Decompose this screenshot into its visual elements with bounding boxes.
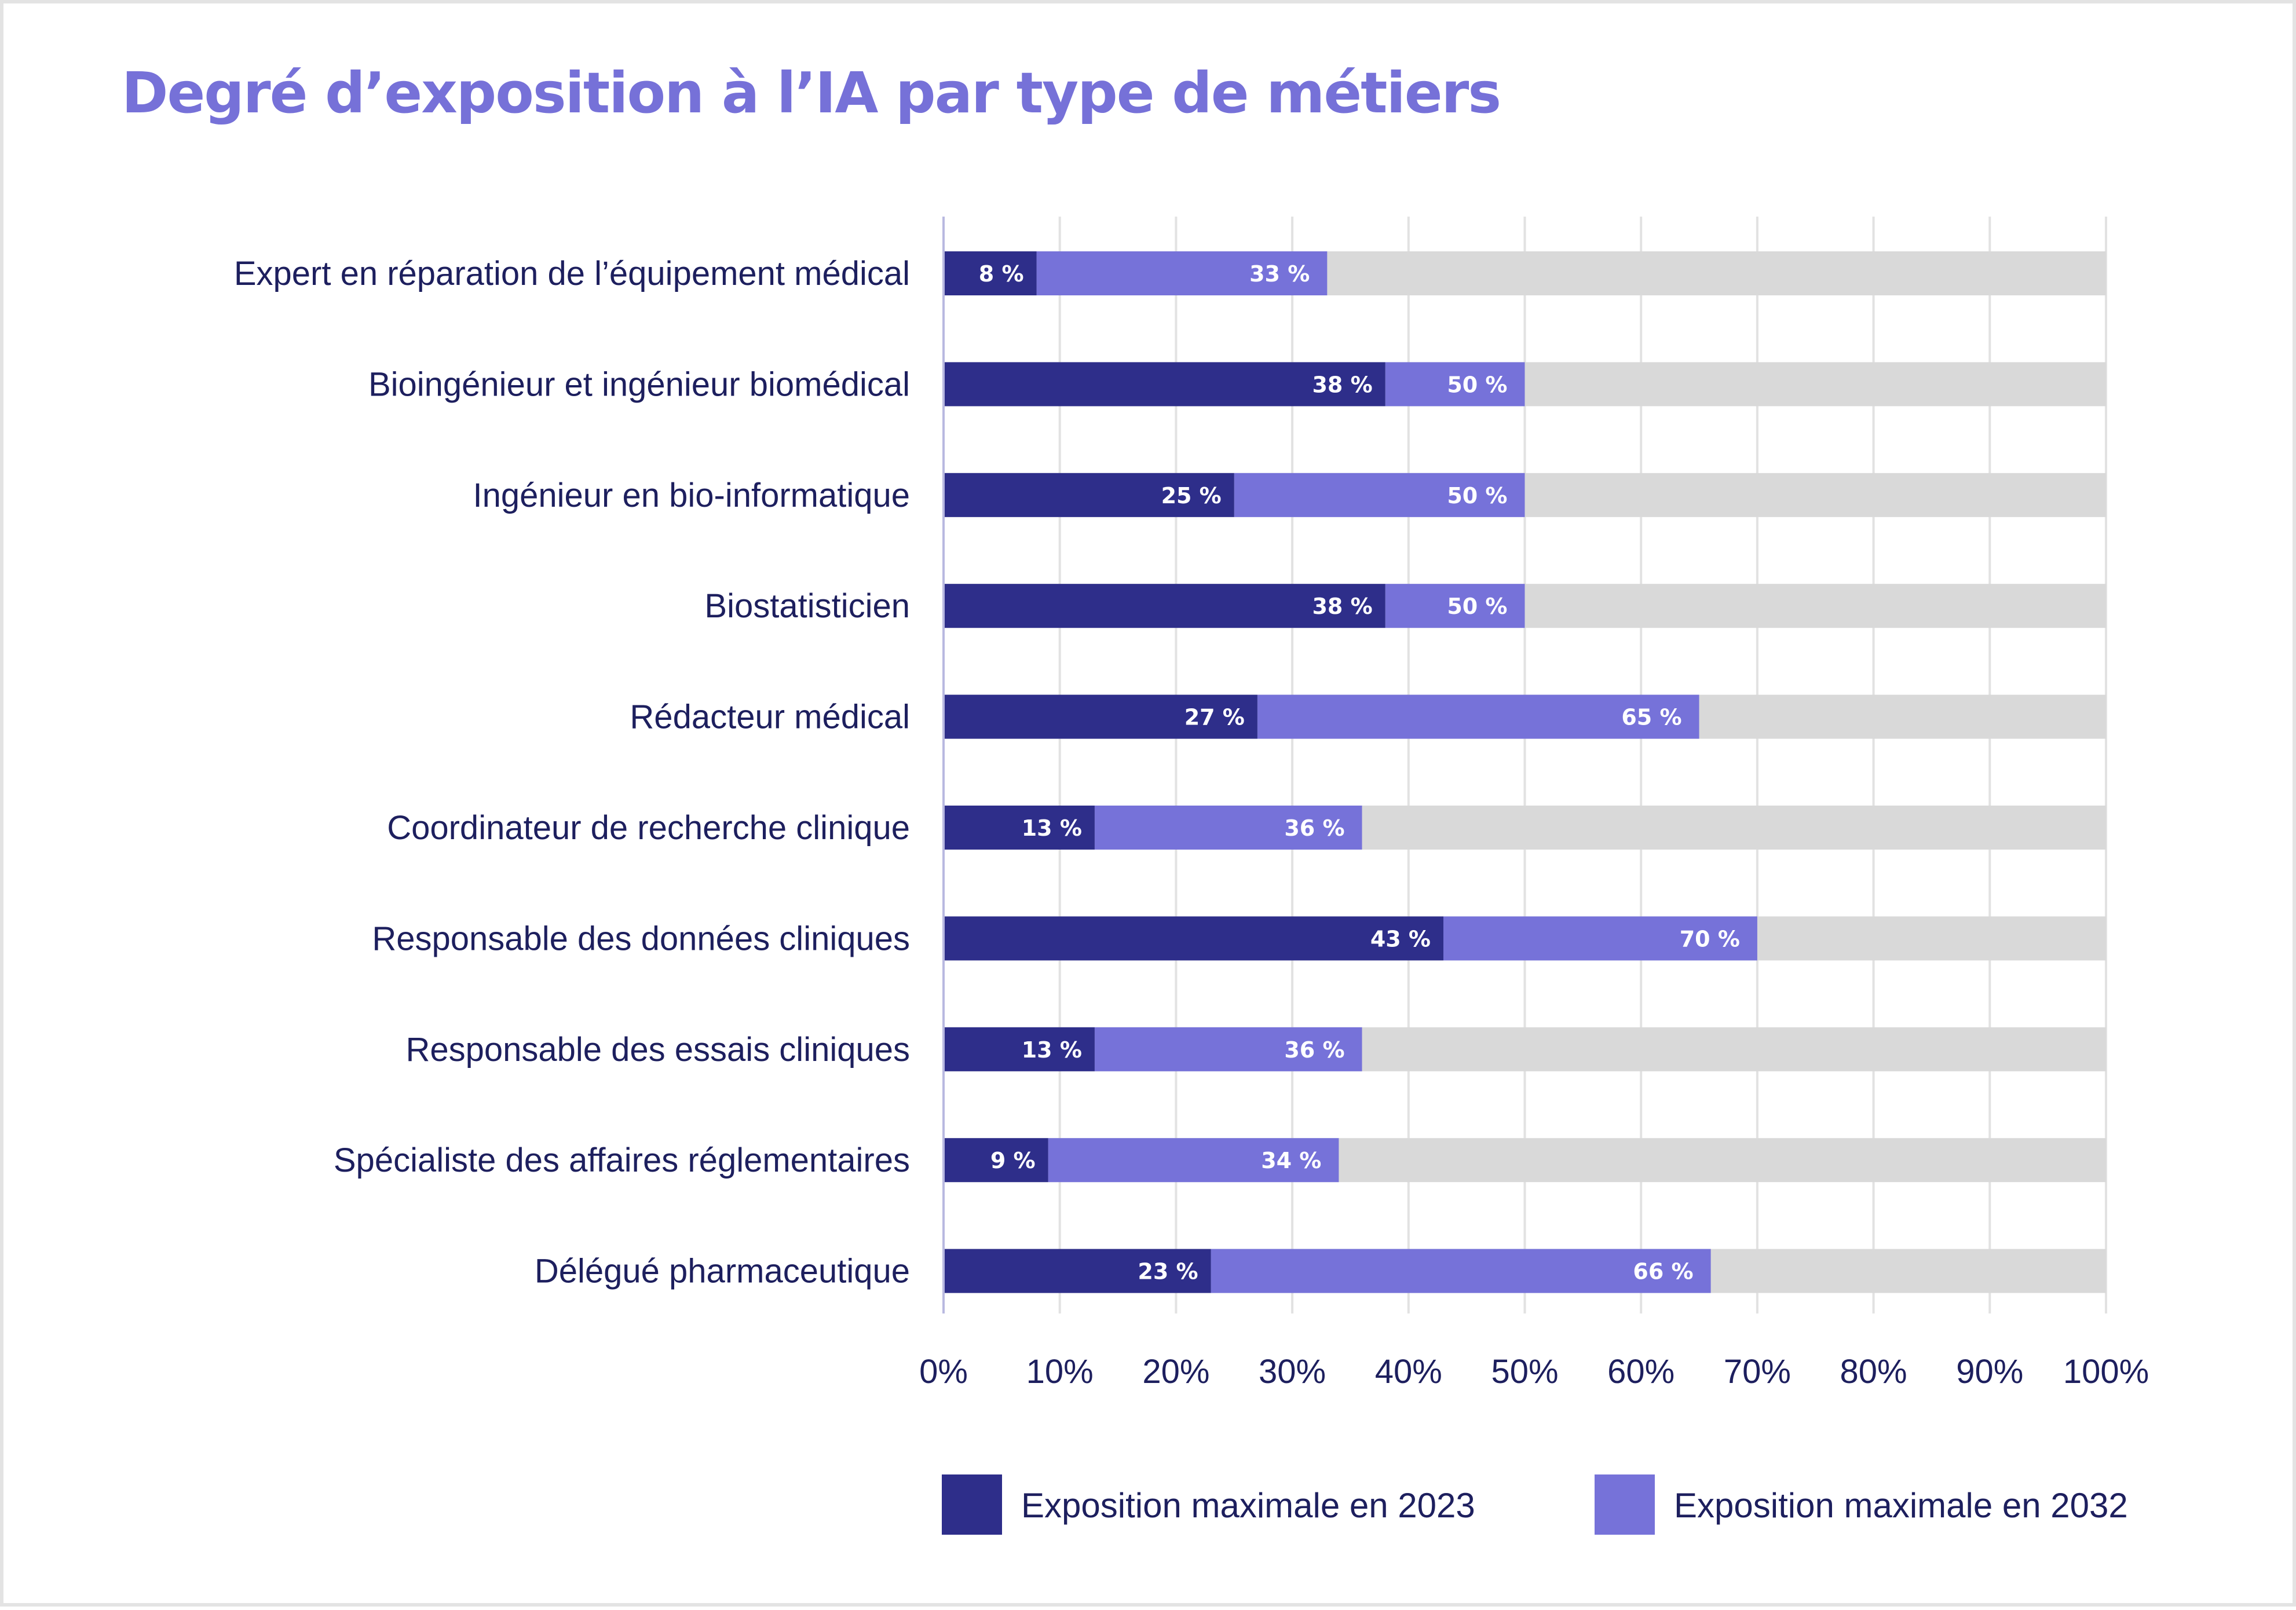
bar-2032-0 xyxy=(1036,251,1328,295)
bar-chart: 8 % 33 % 38 % 50 % 25 % 50 % 38 % 50 % 27 % 65 % 1… xyxy=(234,217,2149,1535)
x-tick-label-80: 80% xyxy=(1840,1353,1907,1391)
bar-label-2032-0: 33 % xyxy=(1249,261,1310,287)
x-tick-label-0: 0% xyxy=(919,1353,968,1391)
bar-2032-8 xyxy=(1048,1138,1339,1183)
bar-label-2023-4: 27 % xyxy=(1184,705,1245,730)
bar-2023-9 xyxy=(944,1249,1211,1293)
category-label-5: Coordinateur de recherche clinique xyxy=(387,809,910,847)
bar-label-2032-9: 66 % xyxy=(1633,1259,1693,1285)
x-tick-label-90: 90% xyxy=(1956,1353,2023,1391)
category-label-0: Expert en réparation de l’équipement méd… xyxy=(234,255,910,292)
category-label-2: Ingénieur en bio-informatique xyxy=(473,477,910,514)
bar-label-2032-4: 65 % xyxy=(1621,705,1681,730)
bar-2032-5 xyxy=(1094,806,1362,850)
bar-label-2032-6: 70 % xyxy=(1680,926,1740,952)
bar-2032-9 xyxy=(1211,1249,1711,1293)
x-tick-label-20: 20% xyxy=(1142,1353,1209,1391)
category-labels: Expert en réparation de l’équipement méd… xyxy=(234,255,910,1290)
x-tick-label-70: 70% xyxy=(1724,1353,1791,1391)
bar-2032-2 xyxy=(1234,473,1525,517)
category-label-8: Spécialiste des affaires réglementaires xyxy=(334,1141,910,1179)
legend-swatch-2032 xyxy=(1595,1474,1655,1535)
bar-2032-6 xyxy=(1443,916,1757,961)
bar-label-2032-3: 50 % xyxy=(1447,594,1507,619)
category-label-7: Responsable des essais cliniques xyxy=(405,1031,910,1069)
legend-label-2023: Exposition maximale en 2023 xyxy=(1021,1486,1475,1525)
bar-2023-2 xyxy=(944,473,1234,517)
bar-label-2023-8: 9 % xyxy=(990,1148,1036,1173)
bar-label-2023-6: 43 % xyxy=(1370,926,1431,952)
bar-label-2023-1: 38 % xyxy=(1312,372,1372,397)
bar-label-2023-5: 13 % xyxy=(1022,815,1082,841)
bar-label-2032-2: 50 % xyxy=(1447,483,1507,508)
bar-label-2023-0: 8 % xyxy=(979,261,1024,287)
bar-2023-8 xyxy=(944,1138,1048,1183)
bar-label-2023-2: 25 % xyxy=(1161,483,1222,508)
x-tick-label-10: 10% xyxy=(1026,1353,1094,1391)
bar-2023-0 xyxy=(944,251,1037,295)
bar-label-2023-7: 13 % xyxy=(1022,1037,1082,1063)
bar-2023-7 xyxy=(944,1027,1095,1071)
bar-label-2032-8: 34 % xyxy=(1261,1148,1321,1173)
legend-label-2032: Exposition maximale en 2032 xyxy=(1674,1486,2128,1525)
bar-2023-3 xyxy=(944,584,1385,628)
bar-label-2023-3: 38 % xyxy=(1312,594,1372,619)
x-tick-label-100: 100% xyxy=(2063,1353,2149,1391)
page-title: Degré d’exposition à l’IA par type de mé… xyxy=(122,60,1501,126)
bar-2032-7 xyxy=(1094,1027,1362,1071)
category-label-4: Rédacteur médical xyxy=(630,698,910,736)
bar-2032-1 xyxy=(1385,362,1525,407)
bar-2023-4 xyxy=(944,694,1257,739)
x-axis-ticks: 0% 10% 20% 30% 40% 50% 60% 70% 80% 90% 100% xyxy=(919,1353,2149,1391)
x-tick-label-60: 60% xyxy=(1607,1353,1675,1391)
bars: 8 % 33 % 38 % 50 % 25 % 50 % 38 % 50 % 27 % 65 % 1… xyxy=(944,251,2106,1293)
bar-label-2032-7: 36 % xyxy=(1284,1037,1344,1063)
bar-2032-3 xyxy=(1385,584,1525,628)
bar-label-2032-1: 50 % xyxy=(1447,372,1507,397)
x-tick-label-50: 50% xyxy=(1491,1353,1558,1391)
category-label-1: Bioingénieur et ingénieur biomédical xyxy=(368,365,910,403)
category-label-3: Biostatisticien xyxy=(704,587,910,625)
bar-label-2023-9: 23 % xyxy=(1138,1259,1198,1285)
bar-2032-4 xyxy=(1257,694,1699,739)
legend-swatch-2023 xyxy=(942,1474,1002,1535)
x-tick-label-30: 30% xyxy=(1259,1353,1326,1391)
x-tick-label-40: 40% xyxy=(1375,1353,1442,1391)
bar-2023-5 xyxy=(944,806,1095,850)
category-label-9: Délégué pharmaceutique xyxy=(535,1253,910,1290)
bar-label-2032-5: 36 % xyxy=(1284,815,1344,841)
category-label-6: Responsable des données cliniques xyxy=(372,920,910,957)
bar-2023-1 xyxy=(944,362,1385,407)
legend: Exposition maximale en 2023 Exposition ma… xyxy=(942,1474,2128,1535)
bar-2023-6 xyxy=(944,916,1444,961)
